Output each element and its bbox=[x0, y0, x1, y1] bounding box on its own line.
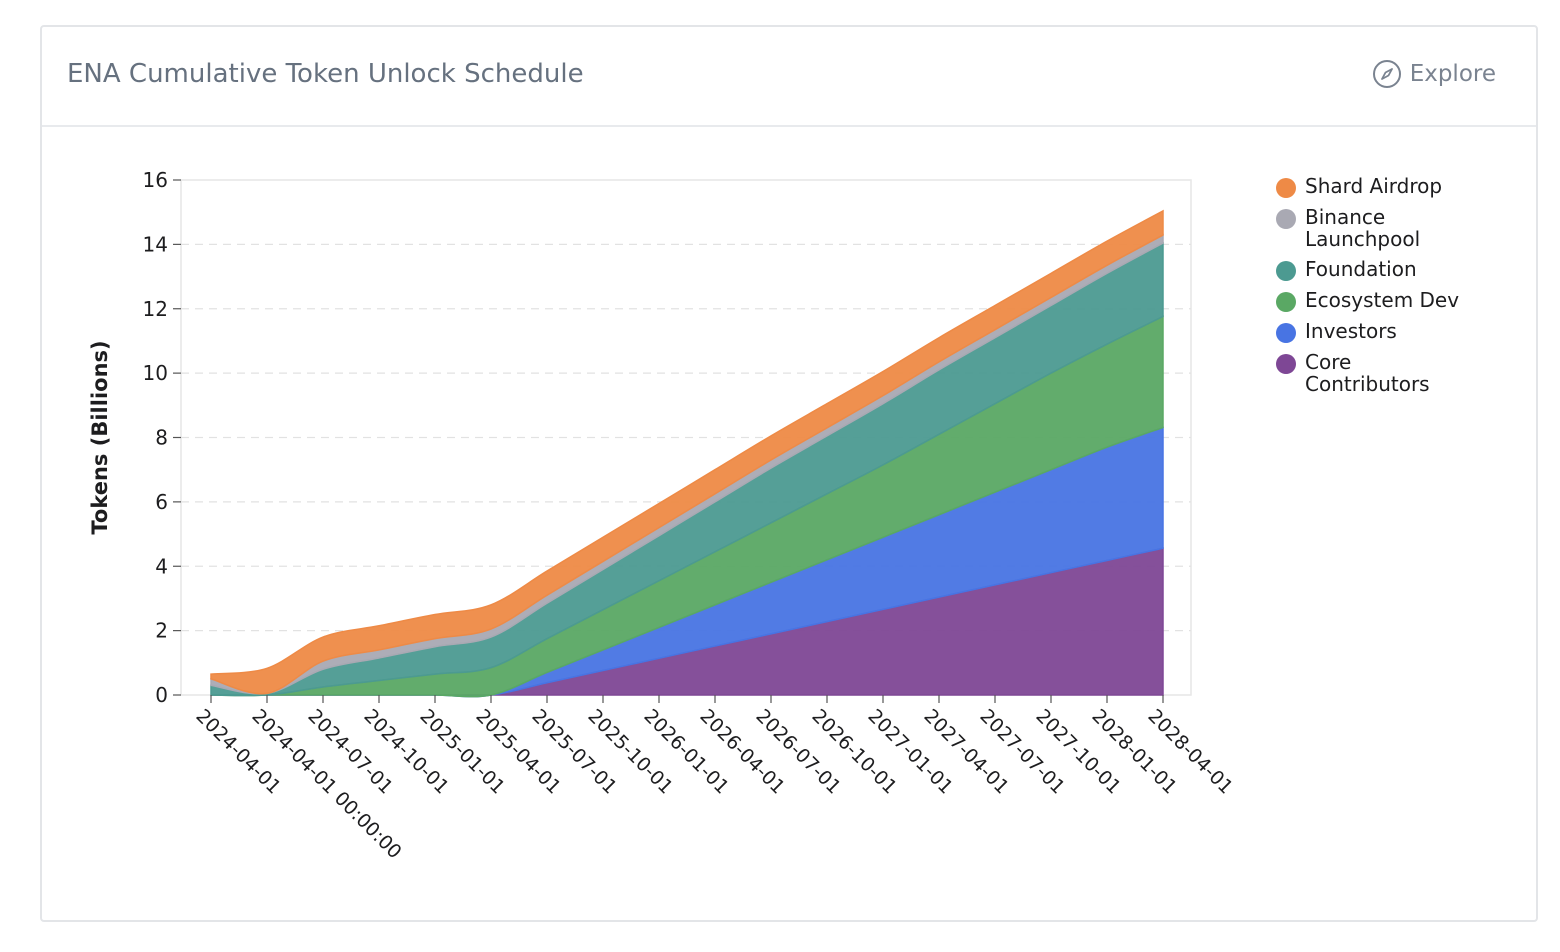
explore-label: Explore bbox=[1409, 61, 1496, 87]
legend-swatch bbox=[1276, 178, 1296, 198]
y-tick-label: 8 bbox=[155, 426, 168, 450]
legend-item[interactable]: Ecosystem Dev bbox=[1276, 289, 1465, 312]
legend-item[interactable]: Core Contributors bbox=[1276, 351, 1465, 395]
y-tick-label: 12 bbox=[143, 297, 168, 321]
y-tick-label: 4 bbox=[155, 554, 168, 578]
y-tick-label: 14 bbox=[143, 232, 168, 256]
legend-item[interactable]: Foundation bbox=[1276, 258, 1465, 281]
chart-legend: Shard Airdrop Binance Launchpool Foundatio… bbox=[1276, 175, 1465, 403]
area-shard-airdrop bbox=[210, 209, 1164, 695]
y-tick-label: 2 bbox=[155, 619, 168, 643]
legend-item[interactable]: Shard Airdrop bbox=[1276, 175, 1465, 198]
legend-label: Core Contributors bbox=[1305, 350, 1430, 396]
compass-icon bbox=[1372, 60, 1401, 88]
legend-label: Investors bbox=[1305, 319, 1397, 343]
legend-label: Foundation bbox=[1305, 257, 1417, 281]
legend-label: Shard Airdrop bbox=[1305, 174, 1443, 198]
legend-label: Ecosystem Dev bbox=[1305, 288, 1460, 312]
legend-label: Binance Launchpool bbox=[1305, 205, 1421, 251]
legend-swatch bbox=[1276, 209, 1296, 229]
legend-item[interactable]: Binance Launchpool bbox=[1276, 206, 1465, 250]
y-tick-label: 0 bbox=[155, 683, 168, 707]
legend-swatch bbox=[1276, 292, 1296, 312]
card-header: ENA Cumulative Token Unlock Schedule Exp… bbox=[42, 27, 1536, 127]
y-tick-label: 16 bbox=[143, 168, 168, 192]
legend-swatch bbox=[1276, 354, 1296, 374]
legend-item[interactable]: Investors bbox=[1276, 320, 1465, 343]
y-tick-label: 6 bbox=[155, 490, 168, 514]
legend-swatch bbox=[1276, 323, 1296, 343]
y-axis-label: Tokens (Billions) bbox=[88, 340, 112, 534]
y-tick-label: 10 bbox=[143, 361, 168, 385]
explore-button[interactable]: Explore bbox=[1372, 59, 1496, 89]
page-title: ENA Cumulative Token Unlock Schedule bbox=[67, 59, 584, 89]
legend-swatch bbox=[1276, 261, 1296, 281]
